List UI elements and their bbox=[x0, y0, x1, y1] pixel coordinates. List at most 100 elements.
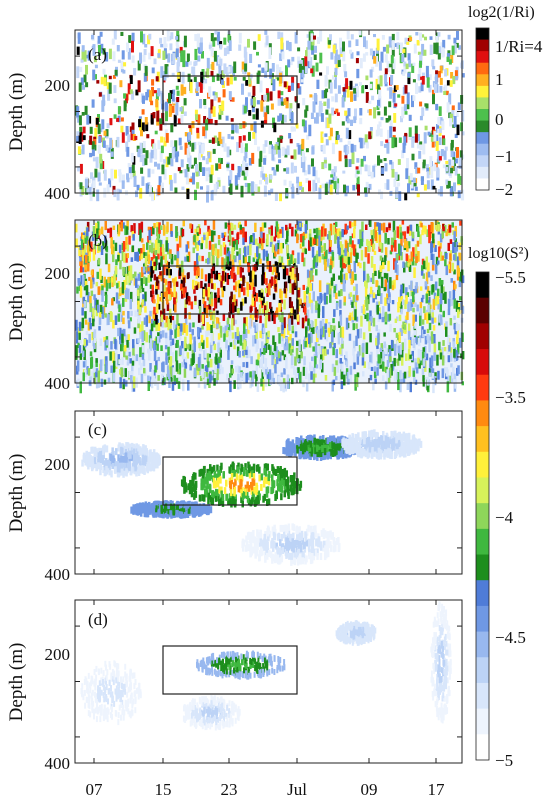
heatmap-cell bbox=[198, 153, 201, 161]
heatmap-cell bbox=[379, 265, 383, 273]
heatmap-cell bbox=[269, 174, 273, 180]
heatmap-cell bbox=[383, 260, 387, 265]
heatmap-cell bbox=[268, 312, 271, 322]
heatmap-cell bbox=[208, 86, 212, 98]
heatmap-cell bbox=[300, 222, 304, 228]
heatmap-cell bbox=[216, 479, 220, 487]
heatmap-cell bbox=[439, 293, 443, 305]
heatmap-cell bbox=[361, 357, 365, 366]
heatmap-cell bbox=[254, 274, 257, 287]
heatmap-cell bbox=[136, 184, 140, 191]
heatmap-cell bbox=[406, 41, 410, 45]
heatmap-cell bbox=[307, 279, 310, 288]
heatmap-cell bbox=[369, 286, 373, 295]
heatmap-cell bbox=[411, 138, 415, 148]
heatmap-cell bbox=[346, 225, 349, 230]
heatmap-cell bbox=[258, 158, 262, 167]
heatmap-cell bbox=[188, 322, 192, 333]
heatmap-cell bbox=[184, 169, 188, 178]
heatmap-cell bbox=[139, 52, 142, 64]
heatmap-cell bbox=[400, 350, 404, 361]
heatmap-cell bbox=[170, 341, 173, 346]
heatmap-cell bbox=[119, 288, 122, 294]
heatmap-cell bbox=[261, 308, 265, 315]
heatmap-cell bbox=[299, 60, 303, 66]
heatmap-cell bbox=[294, 165, 297, 173]
heatmap-cell bbox=[433, 164, 437, 172]
heatmap-cell bbox=[117, 313, 120, 322]
heatmap-cell bbox=[239, 266, 243, 278]
heatmap-cell bbox=[163, 137, 167, 147]
heatmap-cell bbox=[207, 286, 211, 298]
heatmap-cell bbox=[302, 257, 306, 267]
heatmap-cell bbox=[240, 276, 243, 282]
heatmap-cell bbox=[315, 352, 318, 358]
heatmap-cell bbox=[183, 323, 186, 333]
heatmap-cell bbox=[241, 298, 245, 306]
heatmap-cell bbox=[87, 292, 90, 303]
heatmap-cell bbox=[355, 316, 359, 322]
heatmap-cell bbox=[229, 297, 232, 308]
heatmap-cell bbox=[322, 435, 325, 442]
heatmap-cell bbox=[233, 294, 236, 306]
heatmap-cell bbox=[441, 47, 445, 58]
heatmap-cell bbox=[271, 148, 275, 161]
heatmap-cell bbox=[397, 372, 400, 382]
heatmap-cell bbox=[92, 364, 96, 374]
heatmap-cell bbox=[302, 380, 305, 388]
heatmap-cell bbox=[278, 67, 282, 79]
heatmap-cell bbox=[151, 369, 154, 381]
heatmap-cell bbox=[172, 508, 176, 516]
heatmap-cell bbox=[378, 89, 382, 99]
heatmap-cell bbox=[305, 66, 308, 74]
heatmap-cell bbox=[363, 155, 366, 162]
heatmap-cell bbox=[403, 104, 407, 111]
heatmap-cell bbox=[331, 450, 334, 457]
heatmap-cell bbox=[131, 351, 135, 363]
heatmap-cell bbox=[432, 382, 435, 394]
heatmap-cell bbox=[244, 147, 248, 159]
heatmap-cell bbox=[356, 176, 360, 185]
heatmap-cell bbox=[127, 288, 130, 300]
heatmap-cell bbox=[421, 265, 424, 272]
heatmap-cell bbox=[333, 366, 337, 376]
heatmap-cell bbox=[386, 293, 389, 300]
heatmap-cell bbox=[435, 134, 439, 147]
heatmap-cell bbox=[192, 172, 195, 185]
heatmap-cell bbox=[245, 361, 249, 368]
heatmap-cell bbox=[448, 342, 451, 352]
heatmap-cell bbox=[248, 158, 252, 166]
heatmap-cell bbox=[241, 83, 244, 95]
heatmap-cell bbox=[288, 223, 292, 229]
heatmap-cell bbox=[454, 252, 457, 262]
heatmap-cell bbox=[401, 95, 405, 104]
heatmap-cell bbox=[378, 61, 382, 71]
heatmap-cell bbox=[128, 166, 132, 174]
heatmap-cell bbox=[400, 300, 403, 313]
heatmap-cell bbox=[193, 285, 196, 294]
heatmap-cell bbox=[400, 296, 404, 302]
heatmap-cell bbox=[393, 43, 397, 47]
heatmap-cell bbox=[447, 264, 450, 270]
heatmap-cell bbox=[321, 253, 325, 260]
heatmap-cell bbox=[245, 469, 249, 477]
heatmap-cell bbox=[85, 64, 88, 75]
heatmap-cell bbox=[153, 320, 156, 328]
heatmap-cell bbox=[254, 222, 257, 232]
heatmap-cell bbox=[370, 366, 374, 371]
heatmap-cell bbox=[385, 227, 389, 233]
heatmap-cell bbox=[283, 343, 287, 351]
heatmap-cell bbox=[402, 86, 406, 95]
heatmap-cell bbox=[75, 349, 78, 360]
heatmap-cell bbox=[381, 317, 385, 323]
heatmap-cell bbox=[339, 347, 342, 355]
heatmap-cell bbox=[188, 343, 192, 351]
heatmap-cell bbox=[319, 320, 323, 329]
heatmap-cell bbox=[191, 142, 195, 152]
heatmap-cell bbox=[235, 473, 239, 481]
heatmap-cell bbox=[254, 184, 258, 193]
heatmap-cell bbox=[137, 273, 141, 281]
heatmap-cell bbox=[160, 43, 164, 48]
heatmap-cell bbox=[97, 221, 100, 231]
heatmap-cell bbox=[372, 165, 376, 178]
